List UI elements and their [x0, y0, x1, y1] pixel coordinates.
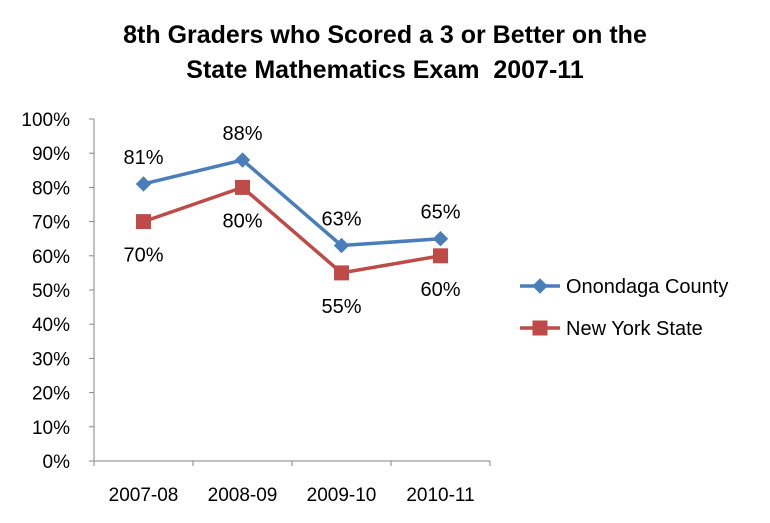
data-label: 81%: [123, 147, 163, 169]
legend-label: Onondaga County: [566, 276, 728, 298]
data-label: 80%: [222, 210, 262, 232]
y-tick-label: 10%: [32, 418, 70, 439]
x-tick-label: 2008-09: [208, 485, 278, 506]
series-layer: [135, 152, 449, 281]
y-tick-label: 40%: [32, 315, 70, 336]
y-tick-label: 70%: [32, 213, 70, 234]
y-tick-label: 30%: [32, 349, 70, 370]
data-point: [333, 237, 350, 254]
data-label: 70%: [123, 245, 163, 267]
data-label: 55%: [321, 296, 361, 318]
data-point: [234, 152, 251, 168]
x-tick-label: 2010-11: [406, 485, 474, 506]
data-point: [432, 230, 449, 247]
legend-label: New York State: [566, 318, 703, 340]
legend-marker: [532, 320, 548, 336]
y-tick-label: 0%: [43, 452, 71, 473]
data-point: [334, 265, 349, 281]
series-line: [143, 158, 441, 248]
data-point: [136, 214, 151, 230]
data-point: [135, 176, 152, 192]
y-tick-label: 50%: [32, 281, 70, 302]
legend: Onondaga County New York State: [520, 276, 728, 340]
x-tick-label: 2009-10: [307, 485, 377, 506]
data-label: 88%: [222, 123, 262, 145]
chart-title-line-2: State Mathematics Exam 2007-11: [186, 56, 584, 84]
x-tick-label: 2007-08: [109, 485, 179, 506]
y-tick-label: 60%: [32, 247, 70, 268]
chart-title-line-1: 8th Graders who Scored a 3 or Better on …: [123, 21, 647, 49]
legend-marker: [532, 278, 548, 294]
series-line: [142, 185, 441, 275]
legend-item-2: New York State: [520, 318, 703, 340]
legend-item-1: Onondaga County: [520, 276, 728, 298]
series-2: [136, 179, 448, 281]
data-label: 60%: [420, 279, 460, 301]
y-tick-label: 20%: [32, 384, 70, 405]
chart-title: 8th Graders who Scored a 3 or Better on …: [0, 18, 770, 88]
series-1: [135, 152, 449, 254]
data-label: 63%: [321, 209, 361, 231]
y-tick-label: 90%: [32, 144, 70, 165]
data-point: [433, 248, 448, 264]
data-point: [235, 179, 250, 195]
y-tick-label: 100%: [21, 110, 70, 131]
axes: 0% 10% 20% 30% 40% 50% 60% 70% 80% 90% 100% 2007-08…: [21, 110, 491, 506]
data-label: 65%: [420, 202, 460, 224]
data-labels: 81% 88% 63% 65% 70% 80% 55% 60%: [123, 123, 460, 318]
y-tick-label: 80%: [32, 178, 70, 199]
